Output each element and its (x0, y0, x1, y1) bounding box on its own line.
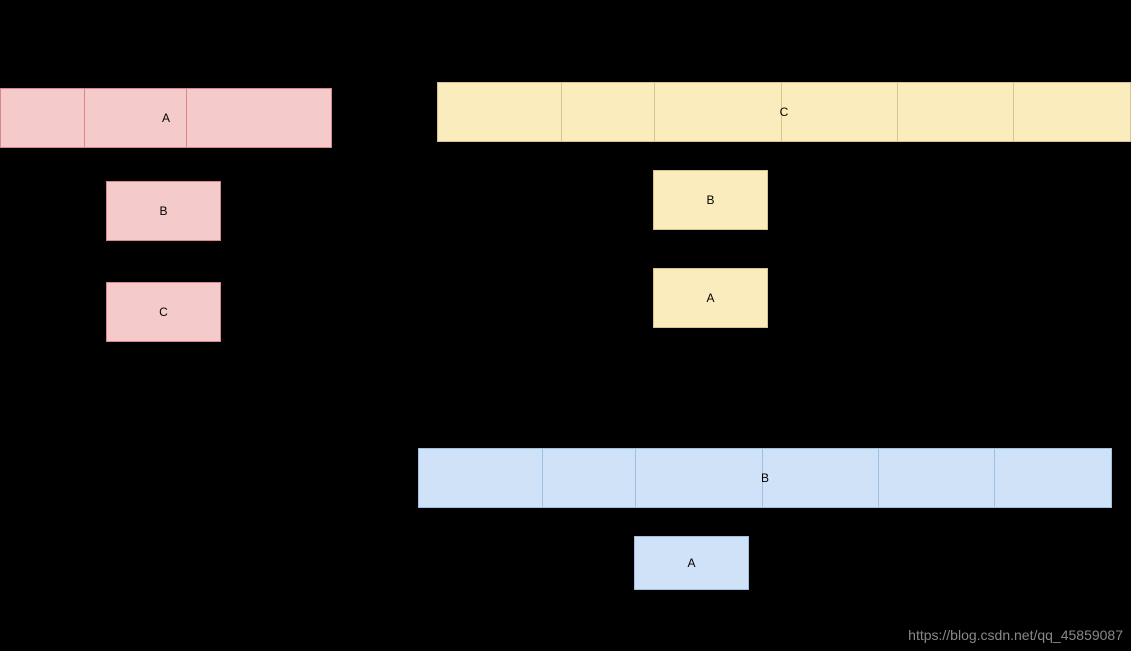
cell-divider (897, 83, 898, 141)
watermark-text: https://blog.csdn.net/qq_45859087 (908, 627, 1123, 643)
box-label: A (706, 291, 714, 305)
box-yellow-a: A (653, 268, 768, 328)
box-label: B (761, 471, 769, 485)
box-yellow-b: B (653, 170, 768, 230)
box-yellow-c: C (437, 82, 1131, 142)
box-label: C (780, 105, 789, 119)
box-label: C (159, 305, 168, 319)
cell-divider (84, 89, 85, 147)
cell-divider (878, 449, 879, 507)
cell-divider (186, 89, 187, 147)
cell-divider (654, 83, 655, 141)
cell-divider (994, 449, 995, 507)
box-label: A (687, 556, 695, 570)
box-pink-c: C (106, 282, 221, 342)
box-blue-b: B (418, 448, 1112, 508)
box-label: B (159, 204, 167, 218)
cell-divider (635, 449, 636, 507)
box-pink-a: A (0, 88, 332, 148)
cell-divider (561, 83, 562, 141)
box-blue-a: A (634, 536, 749, 590)
box-pink-b: B (106, 181, 221, 241)
cell-divider (1013, 83, 1014, 141)
box-label: A (162, 111, 170, 125)
box-label: B (706, 193, 714, 207)
cell-divider (542, 449, 543, 507)
